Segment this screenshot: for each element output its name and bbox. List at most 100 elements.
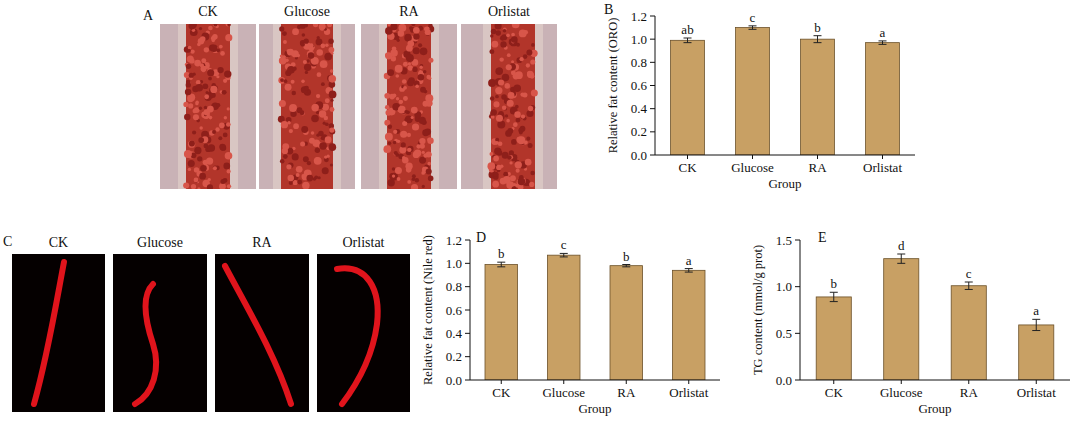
- error-bar: [560, 253, 568, 256]
- granule: [403, 96, 408, 101]
- granule: [321, 144, 324, 147]
- granule: [531, 90, 538, 97]
- granule: [506, 33, 510, 37]
- bar-chart: Ebdca0.00.51.01.5CKGlucoseRAOrlistatGrou…: [751, 230, 1070, 416]
- worm-body: [273, 24, 341, 189]
- worm: [34, 262, 64, 404]
- significance-letter: b: [498, 246, 505, 261]
- error-cap: [560, 256, 568, 257]
- granule: [322, 167, 329, 174]
- y-tick: [650, 16, 655, 17]
- granule: [403, 86, 407, 90]
- granule: [279, 57, 287, 65]
- granule: [280, 159, 285, 164]
- granule: [316, 94, 320, 98]
- granule: [280, 78, 284, 82]
- granule: [224, 70, 231, 77]
- granule: [200, 165, 207, 172]
- granule: [317, 72, 322, 77]
- granule: [503, 29, 507, 33]
- granule: [491, 29, 497, 35]
- granule: [428, 58, 433, 63]
- error-bar: [1032, 319, 1040, 330]
- granule: [285, 84, 292, 91]
- y-tick: [795, 333, 800, 334]
- error-cap: [830, 292, 838, 293]
- granule: [420, 47, 428, 55]
- granule: [309, 138, 315, 144]
- error-line: [563, 253, 564, 256]
- granule: [215, 127, 219, 131]
- y-tick: [465, 380, 470, 381]
- granule: [320, 43, 325, 48]
- worm-gut: [186, 24, 230, 189]
- granule: [407, 133, 411, 137]
- granule: [419, 138, 425, 144]
- granule: [185, 89, 191, 95]
- granule: [385, 52, 390, 57]
- granule: [198, 137, 204, 143]
- error-cap: [1032, 319, 1040, 320]
- granule: [402, 79, 407, 84]
- granule: [286, 49, 290, 53]
- y-tick: [650, 108, 655, 109]
- image-bg: [361, 24, 457, 189]
- granule: [519, 131, 523, 135]
- granule: [287, 49, 294, 56]
- granule: [518, 185, 524, 189]
- granule: [422, 129, 429, 136]
- granule: [388, 125, 392, 129]
- error-cap: [814, 35, 822, 36]
- granule: [302, 33, 306, 37]
- granule: [495, 141, 499, 145]
- granule: [188, 168, 191, 171]
- granule: [199, 173, 206, 180]
- granule: [284, 79, 288, 83]
- worm: [135, 284, 156, 404]
- bar: [671, 40, 705, 155]
- granule: [289, 104, 297, 112]
- error-line: [817, 36, 818, 43]
- granule: [307, 161, 311, 165]
- granule: [509, 161, 512, 164]
- granule: [400, 131, 407, 138]
- x-tick-label: Orlistat: [863, 160, 902, 175]
- granule: [524, 30, 528, 34]
- granule: [515, 161, 522, 168]
- granule: [415, 178, 420, 183]
- granule: [519, 57, 523, 61]
- x-axis-title: Group: [918, 401, 951, 416]
- granule: [428, 24, 432, 28]
- granule: [315, 148, 320, 153]
- granule: [319, 142, 327, 150]
- granule: [219, 45, 223, 49]
- error-line: [882, 41, 883, 44]
- granule: [413, 33, 419, 39]
- granule: [526, 49, 532, 55]
- marks: [485, 253, 705, 380]
- image-bg: [317, 254, 410, 412]
- error-cap: [749, 25, 757, 26]
- granule: [227, 169, 231, 173]
- granule: [495, 68, 503, 76]
- granule: [212, 130, 216, 134]
- granule: [213, 166, 217, 170]
- granule: [495, 24, 502, 29]
- granule: [508, 92, 515, 99]
- image-label: CK: [49, 235, 68, 250]
- granule: [505, 114, 508, 117]
- granule: [227, 24, 230, 27]
- image-label: CK: [198, 4, 217, 19]
- y-axis: [800, 240, 801, 380]
- granule: [506, 119, 510, 123]
- granule: [427, 138, 433, 144]
- image-label: Orlistat: [488, 4, 530, 19]
- granule: [511, 36, 518, 43]
- panel-letter: B: [604, 2, 613, 17]
- granule: [292, 91, 296, 95]
- error-line: [833, 292, 834, 301]
- y-tick: [650, 39, 655, 40]
- granule: [292, 67, 296, 71]
- error-line: [688, 269, 689, 273]
- image: [12, 254, 105, 412]
